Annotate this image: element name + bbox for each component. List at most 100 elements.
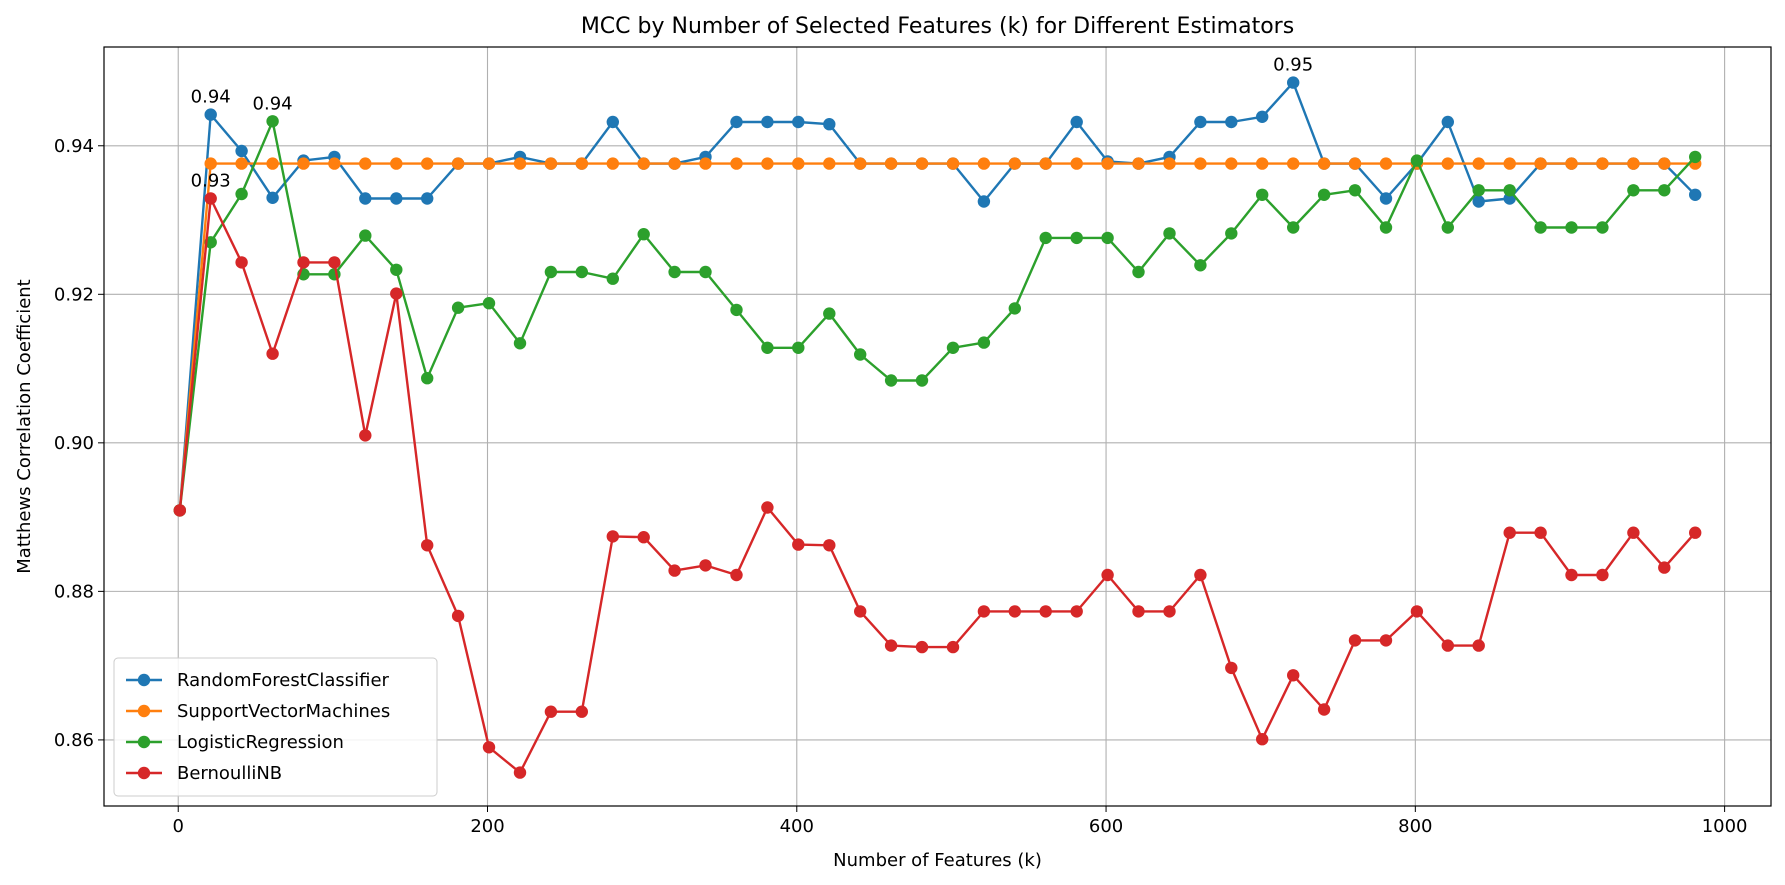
data-point: [730, 115, 743, 129]
data-point: [421, 192, 434, 205]
data-point: [266, 115, 279, 128]
data-point: [1658, 561, 1671, 574]
data-point: [637, 228, 650, 241]
data-point: [1441, 639, 1455, 652]
data-point: [359, 229, 372, 242]
data-point: [1287, 157, 1300, 170]
data-point: [328, 256, 341, 269]
data-point: [606, 530, 619, 543]
data-point: [1441, 157, 1455, 170]
data-point: [1039, 231, 1052, 245]
data-point: [266, 347, 279, 360]
data-label: 0.95: [1273, 55, 1313, 76]
data-point: [421, 372, 434, 385]
data-point: [1689, 150, 1702, 164]
data-point: [1565, 568, 1578, 582]
data-point: [1689, 526, 1702, 539]
data-point: [854, 348, 867, 361]
data-point: [328, 268, 341, 281]
x-tick-label: 600: [1089, 816, 1123, 837]
data-point: [792, 341, 805, 354]
data-point: [1225, 227, 1238, 240]
legend-label: LogisticRegression: [177, 732, 344, 753]
data-point: [668, 564, 681, 577]
data-label: 0.94: [253, 93, 293, 114]
data-point: [1317, 157, 1331, 170]
legend-swatch-marker: [137, 704, 151, 718]
data-point: [1194, 568, 1207, 582]
data-point: [544, 157, 558, 170]
data-point: [1627, 526, 1640, 539]
data-point: [1101, 231, 1114, 245]
data-point: [451, 157, 465, 170]
data-point: [359, 192, 372, 205]
y-tick-label: 0.92: [54, 284, 94, 305]
x-tick-label: 800: [1398, 816, 1432, 837]
data-point: [359, 429, 372, 442]
data-point: [482, 297, 496, 310]
data-point: [823, 307, 836, 320]
legend-label: RandomForestClassifier: [177, 670, 390, 691]
data-point: [1070, 115, 1083, 129]
data-point: [1379, 192, 1393, 205]
data-point: [1317, 188, 1331, 201]
data-point: [699, 559, 712, 572]
data-point: [1070, 605, 1083, 618]
data-point: [1348, 634, 1362, 647]
data-point: [1194, 115, 1207, 129]
data-point: [823, 539, 836, 552]
data-point: [1256, 110, 1269, 124]
data-point: [1472, 184, 1485, 197]
data-point: [730, 568, 743, 582]
data-point: [1132, 605, 1145, 618]
data-point: [421, 539, 434, 552]
data-point: [1070, 157, 1083, 170]
data-point: [1101, 157, 1114, 170]
data-point: [730, 303, 743, 317]
data-point: [1627, 157, 1640, 170]
data-point: [1194, 157, 1207, 170]
x-tick-label: 1000: [1702, 816, 1748, 837]
data-point: [668, 157, 681, 170]
data-point: [761, 501, 774, 514]
legend-label: BernoulliNB: [177, 763, 282, 784]
data-point: [575, 705, 588, 718]
data-point: [1008, 302, 1021, 315]
data-point: [606, 272, 619, 285]
chart-title: MCC by Number of Selected Features (k) f…: [581, 14, 1294, 39]
data-point: [1472, 639, 1485, 652]
data-point: [297, 157, 310, 170]
data-point: [1070, 231, 1083, 245]
legend-box: [113, 657, 438, 797]
data-point: [575, 157, 588, 170]
data-point: [1503, 157, 1516, 170]
data-point: [1472, 157, 1485, 170]
data-point: [606, 157, 619, 170]
data-point: [1163, 605, 1176, 618]
data-point: [1287, 221, 1300, 234]
data-point: [1627, 184, 1640, 197]
data-point: [1658, 157, 1671, 170]
data-point: [1441, 115, 1455, 129]
y-tick-label: 0.90: [54, 433, 94, 454]
data-point: [513, 337, 527, 350]
series-bernoullinb: [173, 192, 1702, 779]
data-point: [1410, 605, 1424, 618]
data-point: [977, 157, 991, 170]
grid: [104, 47, 1771, 806]
data-point: [606, 115, 619, 129]
data-point: [235, 187, 248, 201]
data-point: [1565, 221, 1578, 234]
data-point: [1256, 188, 1269, 201]
series-line-logisticregression: [178, 120, 1697, 511]
data-point: [884, 374, 898, 387]
data-point: [637, 531, 650, 544]
data-point: [390, 287, 403, 300]
data-point: [1008, 157, 1021, 170]
data-point: [575, 265, 588, 279]
data-point: [266, 157, 279, 170]
data-point: [1379, 634, 1393, 647]
data-point: [1410, 154, 1424, 167]
data-point: [1689, 188, 1702, 201]
